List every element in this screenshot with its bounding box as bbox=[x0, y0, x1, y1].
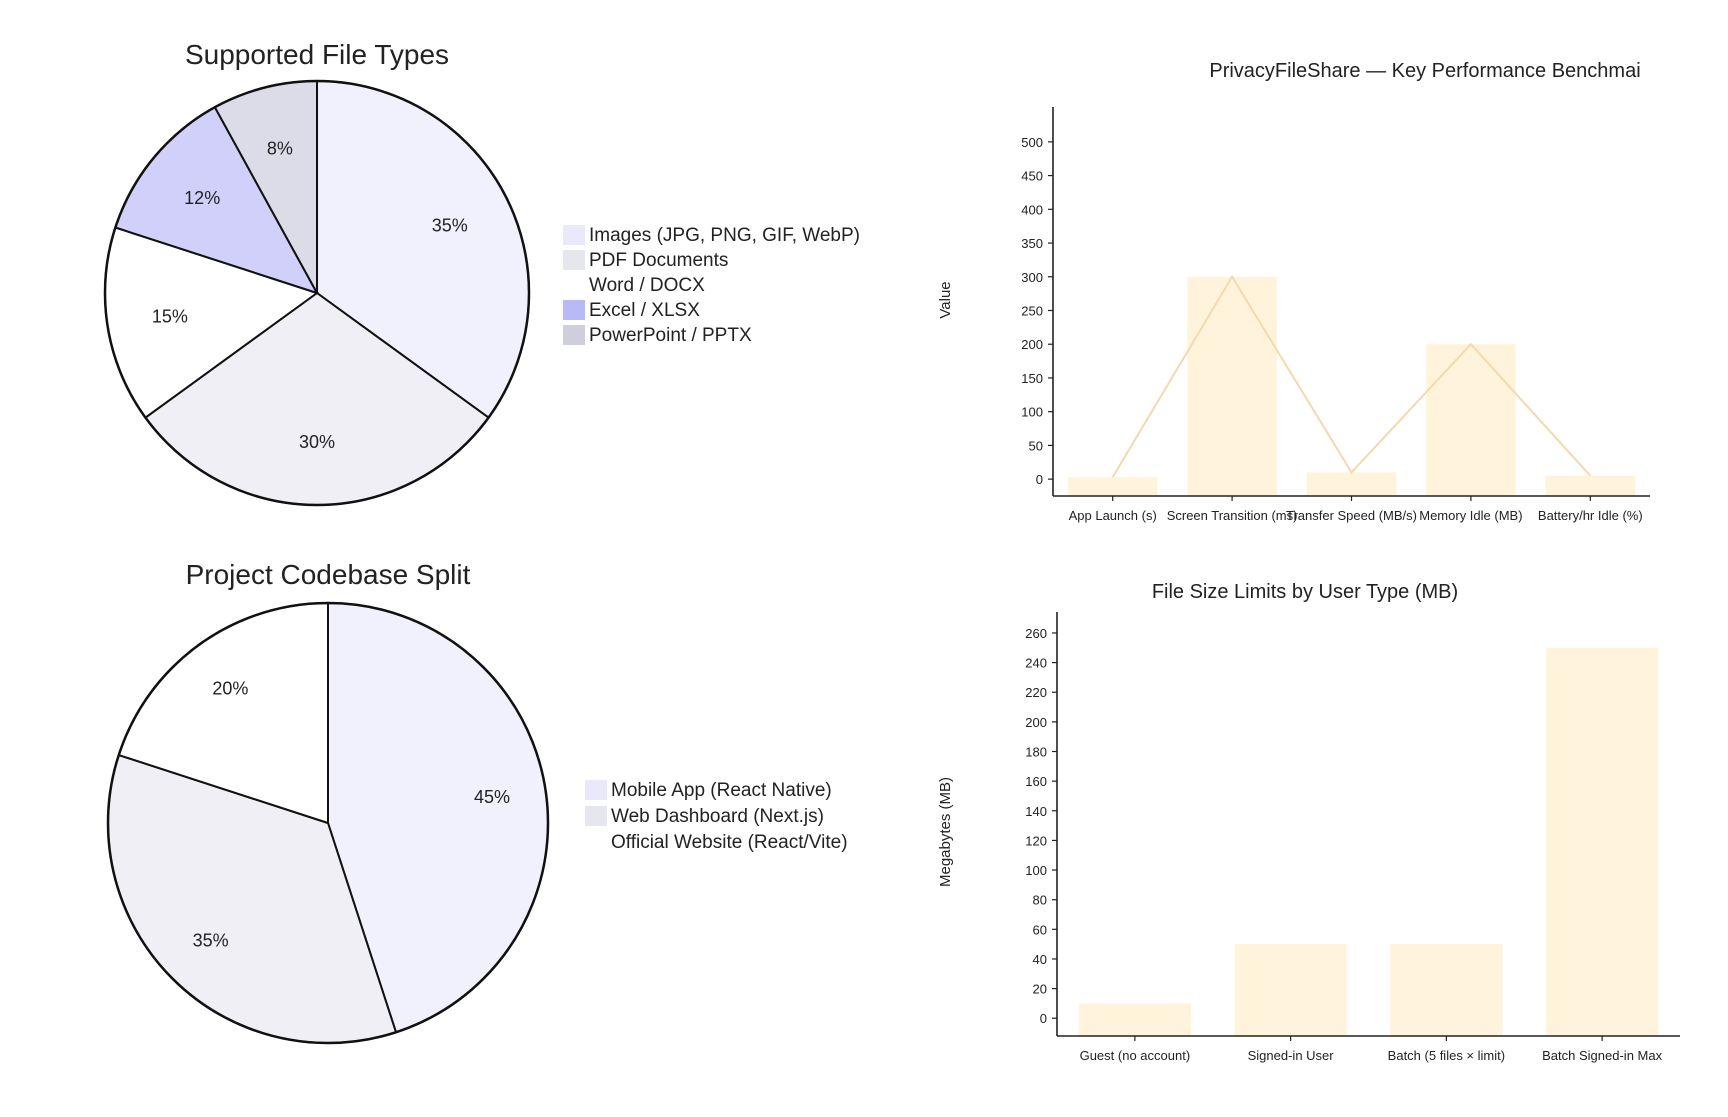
pie-slice-label: 8% bbox=[267, 139, 293, 159]
y-tick-label: 60 bbox=[1033, 922, 1047, 937]
legend-swatch bbox=[563, 300, 585, 320]
y-tick-label: 100 bbox=[1021, 405, 1043, 420]
bar bbox=[1546, 647, 1659, 1036]
legend-entry: Excel / XLSX bbox=[589, 300, 700, 321]
y-tick-label: 80 bbox=[1033, 893, 1047, 908]
legend-swatch bbox=[563, 250, 585, 270]
x-tick-label: Screen Transition (ms) bbox=[1167, 508, 1298, 523]
bar-chart-file-size-limits: File Size Limits by User Type (MB) Megab… bbox=[937, 581, 1680, 1063]
pie-slice-label: 12% bbox=[184, 188, 220, 208]
y-tick-label: 260 bbox=[1025, 626, 1047, 641]
bar bbox=[1187, 276, 1277, 496]
bar bbox=[1078, 1003, 1191, 1036]
y-tick-label: 100 bbox=[1025, 863, 1047, 878]
y-axis-label: Megabytes (MB) bbox=[937, 777, 954, 887]
y-tick-label: 350 bbox=[1021, 236, 1043, 251]
y-tick-label: 50 bbox=[1029, 438, 1043, 453]
y-tick-label: 400 bbox=[1021, 202, 1043, 217]
bar bbox=[1545, 475, 1636, 496]
chart-title: Supported File Types bbox=[185, 39, 449, 70]
legend-swatch bbox=[585, 832, 607, 852]
pie-outline bbox=[106, 601, 550, 1045]
legend-entry: Word / DOCX bbox=[589, 275, 705, 296]
chart-title: File Size Limits by User Type (MB) bbox=[1152, 581, 1458, 603]
legend-swatch bbox=[563, 225, 585, 245]
x-tick-label: Battery/hr Idle (%) bbox=[1538, 508, 1643, 523]
legend-entry: PDF Documents bbox=[589, 250, 728, 271]
pie-slice-label: 35% bbox=[432, 215, 468, 235]
y-tick-label: 140 bbox=[1025, 804, 1047, 819]
pie-slice-label: 15% bbox=[152, 306, 188, 326]
pie-slice-label: 45% bbox=[474, 787, 510, 807]
x-tick-label: Batch Signed-in Max bbox=[1542, 1048, 1662, 1063]
y-tick-label: 180 bbox=[1025, 745, 1047, 760]
y-tick-label: 450 bbox=[1021, 169, 1043, 184]
bar bbox=[1067, 477, 1158, 496]
y-tick-label: 240 bbox=[1025, 656, 1047, 671]
x-tick-label: App Launch (s) bbox=[1069, 508, 1157, 523]
pie-chart-file-types: Supported File Types 35% 30% 15% 12% 8% Imag… bbox=[103, 39, 860, 507]
y-tick-label: 120 bbox=[1025, 833, 1047, 848]
legend-swatch bbox=[563, 275, 585, 295]
y-axis-label: Value bbox=[937, 281, 954, 318]
legend-swatch bbox=[585, 780, 607, 800]
chart-title: Project Codebase Split bbox=[186, 559, 471, 590]
pie-chart-codebase-split: Project Codebase Split 45% 35% 20% Mobile … bbox=[106, 559, 848, 1045]
y-tick-label: 200 bbox=[1025, 715, 1047, 730]
x-tick-label: Signed-in User bbox=[1248, 1048, 1335, 1063]
y-tick-label: 150 bbox=[1021, 371, 1043, 386]
bar bbox=[1234, 944, 1347, 1036]
legend-swatch bbox=[563, 325, 585, 345]
bar-chart-performance: PrivacyFileShare — Key Performance Bench… bbox=[937, 60, 1650, 523]
x-tick-label: Batch (5 files × limit) bbox=[1388, 1048, 1505, 1063]
legend-entry: Web Dashboard (Next.js) bbox=[611, 806, 824, 827]
y-tick-label: 250 bbox=[1021, 304, 1043, 319]
bar bbox=[1426, 344, 1516, 496]
legend-swatch bbox=[585, 806, 607, 826]
y-tick-label: 0 bbox=[1040, 1011, 1047, 1026]
y-tick-label: 40 bbox=[1033, 952, 1047, 967]
y-tick-label: 0 bbox=[1036, 472, 1043, 487]
y-tick-label: 220 bbox=[1025, 685, 1047, 700]
x-tick-label: Transfer Speed (MB/s) bbox=[1286, 508, 1417, 523]
pie-slice-label: 20% bbox=[212, 679, 248, 699]
legend-entry: Official Website (React/Vite) bbox=[611, 832, 848, 853]
bar bbox=[1390, 944, 1503, 1036]
pie-slice-label: 30% bbox=[299, 432, 335, 452]
legend-entry: PowerPoint / PPTX bbox=[589, 325, 752, 346]
x-tick-label: Memory Idle (MB) bbox=[1419, 508, 1522, 523]
y-tick-label: 20 bbox=[1033, 982, 1047, 997]
chart-title: PrivacyFileShare — Key Performance Bench… bbox=[1209, 60, 1640, 82]
y-tick-label: 300 bbox=[1021, 270, 1043, 285]
pie-slice-label: 35% bbox=[193, 930, 229, 950]
legend-entry: Images (JPG, PNG, GIF, WebP) bbox=[589, 225, 860, 246]
y-tick-label: 160 bbox=[1025, 774, 1047, 789]
bar bbox=[1306, 472, 1397, 496]
y-tick-label: 200 bbox=[1021, 337, 1043, 352]
legend-entry: Mobile App (React Native) bbox=[611, 780, 832, 801]
series-line bbox=[1111, 274, 1592, 478]
x-tick-label: Guest (no account) bbox=[1080, 1048, 1191, 1063]
y-tick-label: 500 bbox=[1021, 135, 1043, 150]
pie-outline bbox=[103, 79, 531, 507]
